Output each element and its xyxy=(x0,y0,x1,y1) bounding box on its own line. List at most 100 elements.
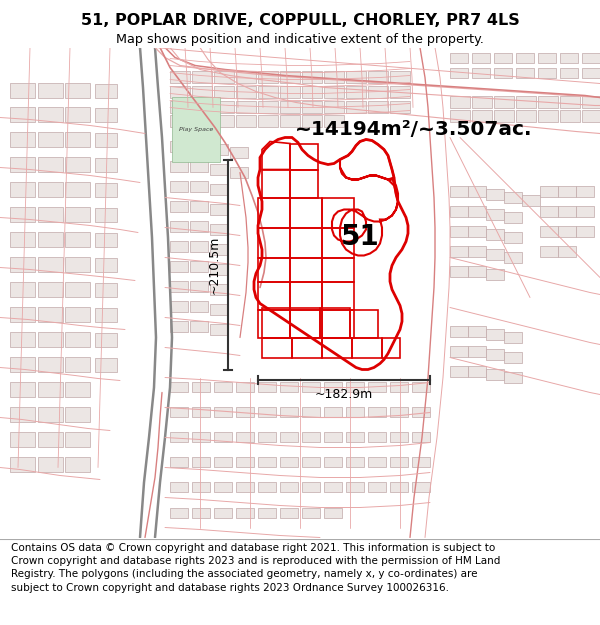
Text: Contains OS data © Crown copyright and database right 2021. This information is : Contains OS data © Crown copyright and d… xyxy=(11,543,500,592)
Bar xyxy=(95,334,117,348)
Bar xyxy=(170,201,188,212)
Bar xyxy=(390,71,410,82)
Bar xyxy=(210,284,228,296)
Bar xyxy=(190,201,208,212)
Bar xyxy=(65,282,90,298)
Bar xyxy=(10,408,35,422)
Bar xyxy=(38,458,63,472)
Bar xyxy=(38,357,63,372)
Bar xyxy=(190,141,208,152)
Bar xyxy=(522,196,540,206)
Bar xyxy=(368,408,386,418)
Bar xyxy=(324,508,342,518)
Bar xyxy=(390,86,410,98)
Bar xyxy=(540,206,558,217)
Bar xyxy=(302,432,320,442)
Bar xyxy=(368,382,386,392)
Bar xyxy=(170,86,190,98)
Bar xyxy=(65,408,90,422)
Bar xyxy=(504,352,522,364)
Bar xyxy=(258,382,276,392)
Bar xyxy=(190,161,208,172)
Bar xyxy=(582,111,600,123)
Bar xyxy=(582,96,600,108)
Bar xyxy=(516,52,534,62)
Bar xyxy=(38,282,63,298)
Bar xyxy=(192,458,210,468)
Bar xyxy=(10,382,35,398)
Bar xyxy=(468,206,486,217)
Bar xyxy=(214,408,232,418)
Bar xyxy=(95,134,117,148)
Bar xyxy=(65,232,90,248)
Bar xyxy=(38,82,63,98)
Bar xyxy=(486,249,504,261)
Bar xyxy=(170,508,188,518)
Bar xyxy=(558,226,576,238)
Bar xyxy=(214,86,234,98)
Bar xyxy=(558,206,576,217)
Bar xyxy=(95,284,117,298)
Text: ~210.5m: ~210.5m xyxy=(208,235,221,294)
Bar xyxy=(450,68,468,78)
Bar xyxy=(450,326,468,338)
Bar xyxy=(38,158,63,172)
Bar xyxy=(368,86,388,98)
Bar xyxy=(486,329,504,341)
Bar xyxy=(468,366,486,378)
Bar xyxy=(324,482,342,492)
Bar xyxy=(10,258,35,272)
Bar xyxy=(170,141,188,152)
Bar xyxy=(170,458,188,468)
Bar xyxy=(560,68,578,78)
Bar xyxy=(558,246,576,258)
Bar xyxy=(170,408,188,418)
Bar xyxy=(560,111,580,123)
Bar xyxy=(540,246,558,258)
Bar xyxy=(214,458,232,468)
Bar xyxy=(412,458,430,468)
Bar xyxy=(368,71,388,82)
Bar xyxy=(38,332,63,348)
Bar xyxy=(258,101,278,112)
Bar xyxy=(450,206,468,217)
Bar xyxy=(65,458,90,472)
Bar xyxy=(280,71,300,82)
Bar xyxy=(210,304,228,316)
Bar xyxy=(95,209,117,222)
Bar xyxy=(324,458,342,468)
Bar xyxy=(10,282,35,298)
Bar xyxy=(468,246,486,258)
Bar xyxy=(10,432,35,447)
Bar xyxy=(494,68,512,78)
Bar xyxy=(368,458,386,468)
Bar xyxy=(10,107,35,122)
Bar xyxy=(95,234,117,248)
Bar xyxy=(65,308,90,322)
Bar xyxy=(65,158,90,172)
Bar xyxy=(38,308,63,322)
Bar xyxy=(10,232,35,248)
Bar xyxy=(450,96,470,108)
Bar xyxy=(560,52,578,62)
Bar xyxy=(210,244,228,256)
Bar xyxy=(38,232,63,248)
Bar xyxy=(302,482,320,492)
Bar xyxy=(368,432,386,442)
Bar xyxy=(38,382,63,398)
Bar xyxy=(258,458,276,468)
Bar xyxy=(468,226,486,238)
Bar xyxy=(576,226,594,238)
Bar xyxy=(192,116,212,128)
Bar xyxy=(230,168,248,179)
Bar xyxy=(540,186,558,198)
Text: Play Space: Play Space xyxy=(179,127,213,132)
Bar xyxy=(486,349,504,361)
Bar xyxy=(540,226,558,238)
Bar xyxy=(486,189,504,201)
Bar xyxy=(324,101,344,112)
Bar xyxy=(368,101,388,112)
Bar xyxy=(258,508,276,518)
Bar xyxy=(450,366,468,378)
Bar xyxy=(258,432,276,442)
